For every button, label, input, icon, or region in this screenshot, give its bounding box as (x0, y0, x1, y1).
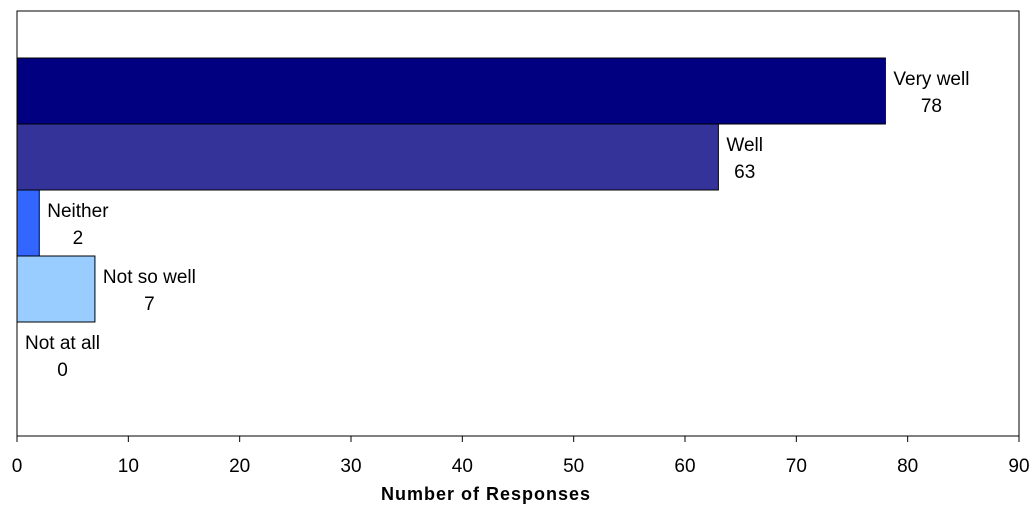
x-tick-label: 40 (452, 456, 473, 477)
bar-neither (16, 189, 40, 257)
bar-value-label: 2 (73, 228, 84, 249)
bar-value-label: 0 (57, 360, 68, 381)
x-axis-ticks: 0 10 20 30 40 50 60 70 80 90 (12, 436, 1030, 477)
x-tick-label: 60 (674, 456, 695, 477)
bar-category-label: Well (726, 135, 763, 156)
x-tick-label: 70 (786, 456, 807, 477)
bar-value-label: 63 (734, 162, 755, 183)
bar-not-so-well (16, 255, 96, 323)
bar-value-label: 7 (144, 294, 155, 315)
bar-category-label: Not at all (25, 333, 100, 354)
x-tick-label: 0 (12, 456, 23, 477)
x-tick-label: 80 (897, 456, 918, 477)
bar-value-label: 78 (921, 96, 942, 117)
bar-category-label: Very well (893, 69, 969, 90)
bar-category-label: Neither (47, 201, 109, 222)
bar-labels-group: Very well 78 Well 63 Neither 2 Not so well 7 Not… (25, 69, 969, 381)
bar-well (16, 123, 719, 191)
x-axis-title: Number of Responses (381, 484, 591, 504)
x-tick-label: 50 (563, 456, 584, 477)
bar-very-well (16, 57, 886, 125)
bars-group (16, 57, 886, 323)
x-tick-label: 20 (229, 456, 250, 477)
x-tick-label: 90 (1008, 456, 1029, 477)
x-tick-label: 10 (118, 456, 139, 477)
bar-category-label: Not so well (103, 267, 196, 288)
x-tick-label: 30 (340, 456, 361, 477)
